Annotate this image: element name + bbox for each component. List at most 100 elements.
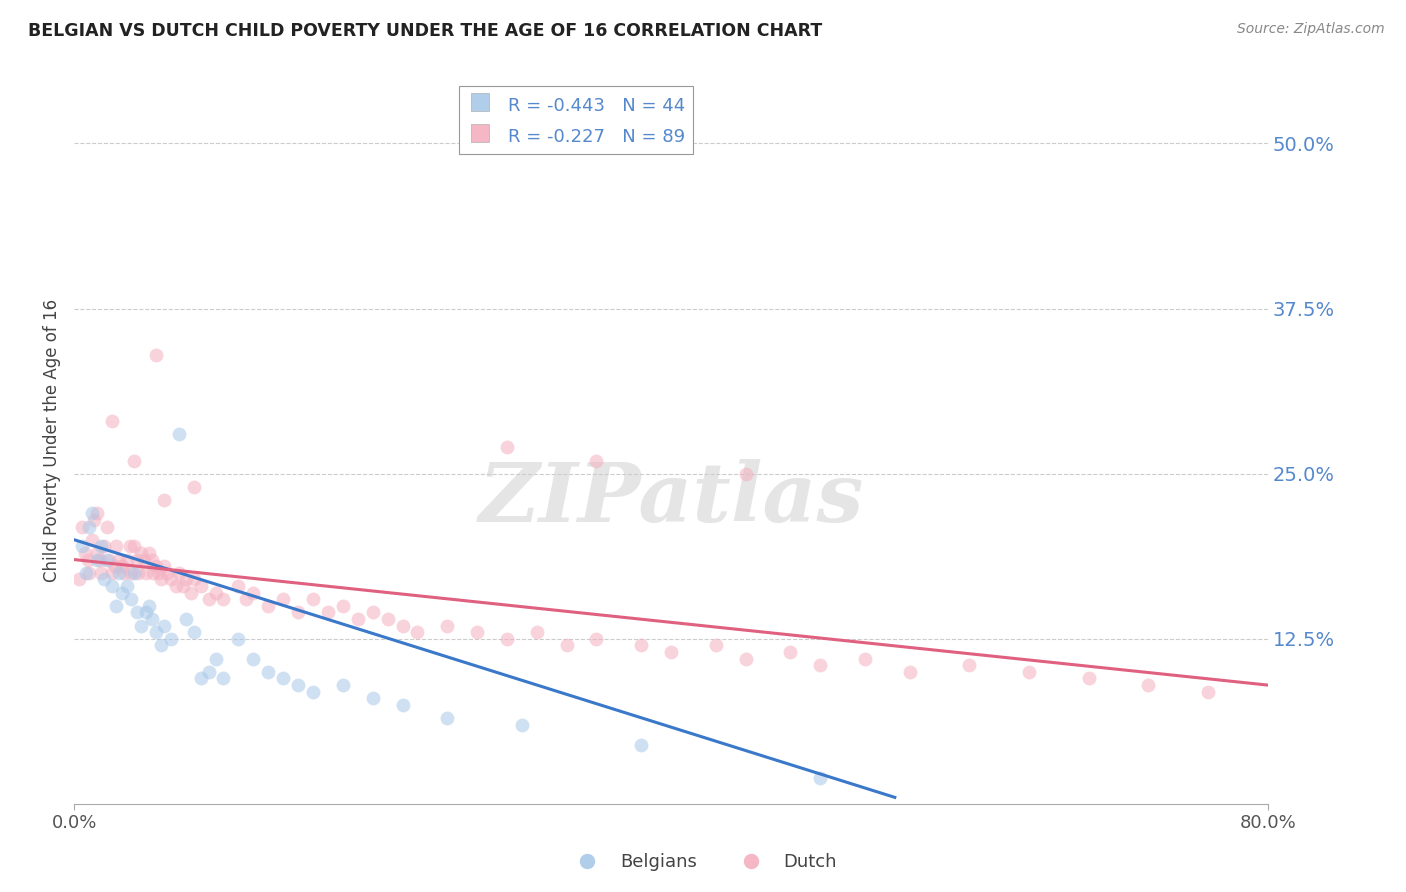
Point [112,566,135,580]
Point [391,618,413,632]
Point [183,625,205,640]
Point [496,440,519,454]
Point [808,771,831,785]
Point [108,566,131,580]
Point [183,480,205,494]
Point [630,639,652,653]
Point [82,533,104,547]
Point [957,658,980,673]
Point [100,579,122,593]
Point [180,585,202,599]
Point [659,645,682,659]
Point [190,579,212,593]
Point [138,546,160,560]
Point [145,348,167,362]
Y-axis label: Child Poverty Under the Age of 16: Child Poverty Under the Age of 16 [44,299,60,582]
Point [127,566,149,580]
Point [125,606,148,620]
Point [134,552,156,566]
Point [111,559,134,574]
Point [257,599,280,613]
Point [100,414,122,428]
Point [172,579,194,593]
Point [555,639,578,653]
Point [122,453,145,467]
Point [165,579,187,593]
Point [145,559,167,574]
Text: Source: ZipAtlas.com: Source: ZipAtlas.com [1237,22,1385,37]
Point [174,573,197,587]
Point [406,625,429,640]
Point [115,552,138,566]
Point [145,625,167,640]
Point [73,546,96,560]
Point [510,717,533,731]
Point [212,592,235,607]
Point [76,552,98,566]
Point [630,738,652,752]
Point [302,592,325,607]
Point [90,540,112,554]
Point [197,665,219,679]
Point [526,625,548,640]
Point [120,592,142,607]
Point [257,665,280,679]
Point [167,566,190,580]
Point [734,467,756,481]
Point [271,592,294,607]
Point [436,618,458,632]
Point [96,519,118,533]
Point [75,566,97,580]
Point [100,566,122,580]
Point [105,540,128,554]
Point [108,552,131,566]
Point [67,573,90,587]
Point [82,507,104,521]
Point [361,691,384,706]
Point [704,639,727,653]
Point [160,632,183,646]
Point [316,606,339,620]
Legend: R = -0.443   N = 44, R = -0.227   N = 89: R = -0.443 N = 44, R = -0.227 N = 89 [460,87,693,154]
Point [93,540,115,554]
Point [89,552,111,566]
Point [205,651,228,665]
Point [86,507,108,521]
Point [167,427,190,442]
Point [70,540,93,554]
Point [153,559,176,574]
Point [77,566,100,580]
Point [436,711,458,725]
Point [86,552,108,566]
Point [346,612,368,626]
Text: BELGIAN VS DUTCH CHILD POVERTY UNDER THE AGE OF 16 CORRELATION CHART: BELGIAN VS DUTCH CHILD POVERTY UNDER THE… [28,22,823,40]
Point [83,513,105,527]
Legend: Belgians, Dutch: Belgians, Dutch [562,847,844,879]
Point [898,665,921,679]
Point [585,453,607,467]
Point [70,519,93,533]
Point [228,579,250,593]
Point [135,566,157,580]
Point [1197,684,1219,698]
Point [160,573,183,587]
Text: ZIPatlas: ZIPatlas [478,458,863,539]
Point [90,566,112,580]
Point [228,632,250,646]
Point [96,552,118,566]
Point [111,585,134,599]
Point [86,546,108,560]
Point [149,639,172,653]
Point [97,552,120,566]
Point [242,585,264,599]
Point [734,651,756,665]
Point [156,566,179,580]
Point [271,672,294,686]
Point [853,651,876,665]
Point [105,599,128,613]
Point [77,519,100,533]
Point [1077,672,1099,686]
Point [496,632,519,646]
Point [1137,678,1160,692]
Point [465,625,488,640]
